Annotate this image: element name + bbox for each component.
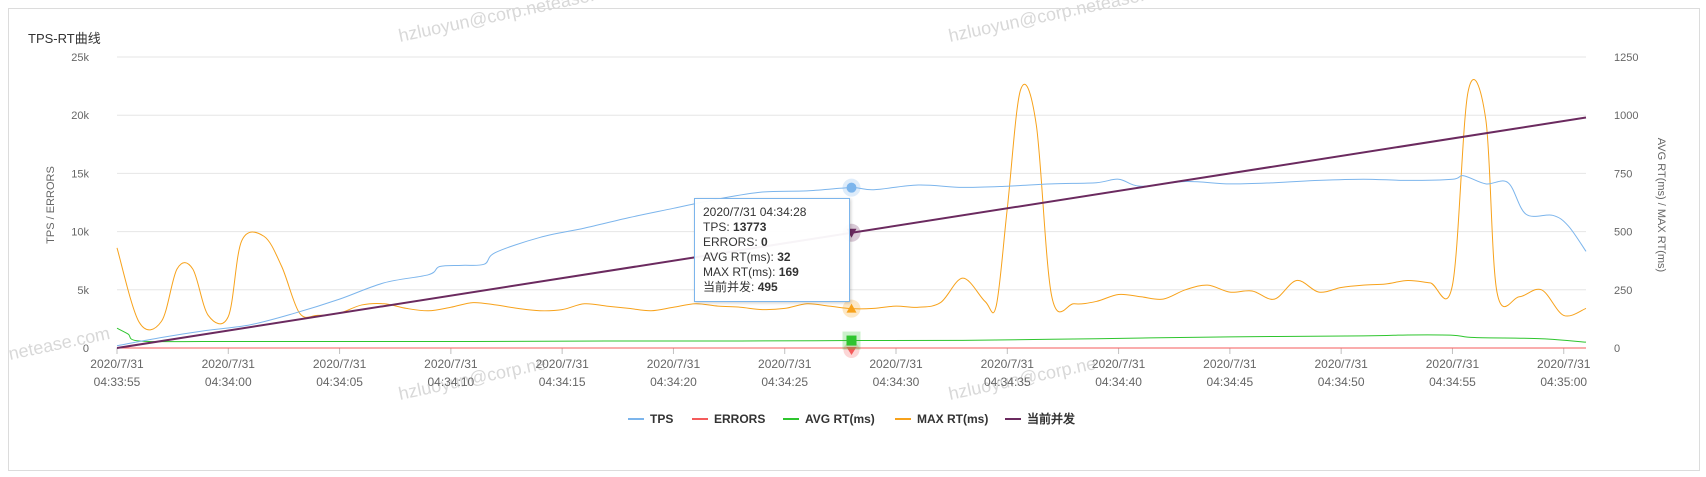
x-tick-label-date: 2020/7/31 [535, 357, 589, 371]
legend-item[interactable]: TPS [628, 412, 673, 426]
tps-marker [846, 182, 857, 193]
legend-label: MAX RT(ms) [917, 412, 988, 426]
x-tick-label-time: 04:34:00 [205, 375, 252, 389]
x-tick-label-time: 04:34:40 [1095, 375, 1142, 389]
x-tick-label-time: 04:34:30 [873, 375, 920, 389]
tooltip-label: 当前并发: [703, 280, 755, 294]
x-tick-label-date: 2020/7/31 [758, 357, 812, 371]
y-left-tick-label: 20k [71, 110, 89, 122]
x-tick-label-date: 2020/7/31 [981, 357, 1035, 371]
x-tick-label-time: 04:34:55 [1429, 375, 1476, 389]
tooltip-row-tps: TPS: 13773 [703, 220, 841, 235]
tooltip: 2020/7/31 04:34:28 TPS: 13773 ERRORS: 0 … [694, 198, 850, 302]
legend-item[interactable]: AVG RT(ms) [783, 412, 875, 426]
tooltip-row-concurrency: 当前并发: 495 [703, 280, 841, 295]
legend-label: TPS [650, 412, 673, 426]
legend[interactable]: TPS ERRORS AVG RT(ms) MAX RT(ms) 当前并发 [628, 411, 1076, 426]
x-tick-label-time: 04:34:50 [1318, 375, 1365, 389]
tooltip-value: 32 [777, 250, 791, 264]
tooltip-value: 495 [757, 280, 778, 294]
y-right-tick-label: 1000 [1614, 110, 1638, 122]
legend-item[interactable]: ERRORS [692, 412, 765, 426]
tooltip-row-max-rt: MAX RT(ms): 169 [703, 265, 841, 280]
x-tick-label-date: 2020/7/31 [1203, 357, 1257, 371]
y-right-tick-label: 0 [1614, 343, 1620, 355]
x-tick-label-time: 04:33:55 [94, 375, 141, 389]
x-tick-label-time: 04:34:15 [539, 375, 586, 389]
watermark-layer: hzluoyun@corp.netease.com hzluoyun@corp.n… [7, 0, 1179, 404]
y-axis-left-label: TPS / ERRORS [45, 166, 57, 244]
legend-label: 当前并发 [1027, 411, 1076, 426]
x-tick-label-date: 2020/7/31 [90, 357, 144, 371]
x-tick-label-time: 04:34:05 [316, 375, 363, 389]
tooltip-row-avg-rt: AVG RT(ms): 32 [703, 250, 841, 265]
legend-item[interactable]: 当前并发 [1005, 411, 1076, 426]
x-tick-label-date: 2020/7/31 [1314, 357, 1368, 371]
tooltip-label: MAX RT(ms): [703, 265, 776, 279]
y-left-tick-label: 25k [71, 52, 89, 64]
errors-marker [846, 347, 857, 355]
legend-label: AVG RT(ms) [805, 412, 875, 426]
x-tick-label-date: 2020/7/31 [424, 357, 478, 371]
chart-frame [8, 8, 1700, 471]
y-right-tick-label: 750 [1614, 168, 1632, 180]
legend-item[interactable]: MAX RT(ms) [895, 412, 988, 426]
chart-title: TPS-RT曲线 [28, 31, 101, 46]
series-line-max-rt [116, 78, 1587, 331]
y-right-tick-label: 1250 [1614, 52, 1638, 64]
y-right-tick-label: 250 [1614, 285, 1632, 297]
legend-label: ERRORS [714, 412, 765, 426]
tooltip-value: 13773 [733, 220, 767, 234]
x-tick-label-date: 2020/7/31 [202, 357, 256, 371]
x-tick-label-time: 04:34:20 [650, 375, 697, 389]
y-axis-left: 0 5k 10k 15k 20k 25k [71, 52, 89, 355]
x-tick-label-date: 2020/7/31 [647, 357, 701, 371]
x-tick-label-time: 04:34:25 [761, 375, 808, 389]
y-right-tick-label: 500 [1614, 227, 1632, 239]
x-tick-label-date: 2020/7/31 [1537, 357, 1591, 371]
avg-rt-marker [846, 335, 857, 346]
tooltip-label: ERRORS: [703, 235, 758, 249]
x-tick-label-date: 2020/7/31 [1092, 357, 1146, 371]
tooltip-time: 2020/7/31 04:34:28 [703, 205, 807, 219]
series-line-tps [116, 175, 1587, 347]
tooltip-value: 169 [778, 265, 799, 279]
x-tick-label-time: 04:35:00 [1540, 375, 1587, 389]
y-axis-right-label: AVG RT(ms) / MAX RT(ms) [1655, 138, 1667, 272]
watermark-text: hzluoyun@corp.netease.com [947, 0, 1179, 46]
tooltip-label: AVG RT(ms): [703, 250, 774, 264]
y-left-tick-label: 0 [83, 343, 89, 355]
x-tick-label-date: 2020/7/31 [313, 357, 367, 371]
y-left-tick-label: 10k [71, 227, 89, 239]
series-line-avg-rt [116, 327, 1587, 343]
x-tick-label-date: 2020/7/31 [1426, 357, 1480, 371]
tooltip-value: 0 [761, 235, 768, 249]
max-rt-marker [846, 303, 857, 313]
y-left-tick-label: 15k [71, 168, 89, 180]
x-tick-label-time: 04:34:35 [984, 375, 1031, 389]
watermark-text: hzluoyun@corp.netease.com [397, 0, 629, 46]
tooltip-label: TPS: [703, 220, 730, 234]
x-tick-label-time: 04:34:10 [428, 375, 475, 389]
tooltip-row-errors: ERRORS: 0 [703, 235, 841, 250]
x-axis: 2020/7/31 04:33:55 2020/7/31 04:34:00 2020/7… [90, 348, 1591, 389]
x-tick-label-time: 04:34:45 [1207, 375, 1254, 389]
y-left-tick-label: 5k [77, 285, 89, 297]
y-axis-right: 0 250 500 750 1000 1250 [1614, 52, 1638, 355]
x-tick-label-date: 2020/7/31 [869, 357, 923, 371]
